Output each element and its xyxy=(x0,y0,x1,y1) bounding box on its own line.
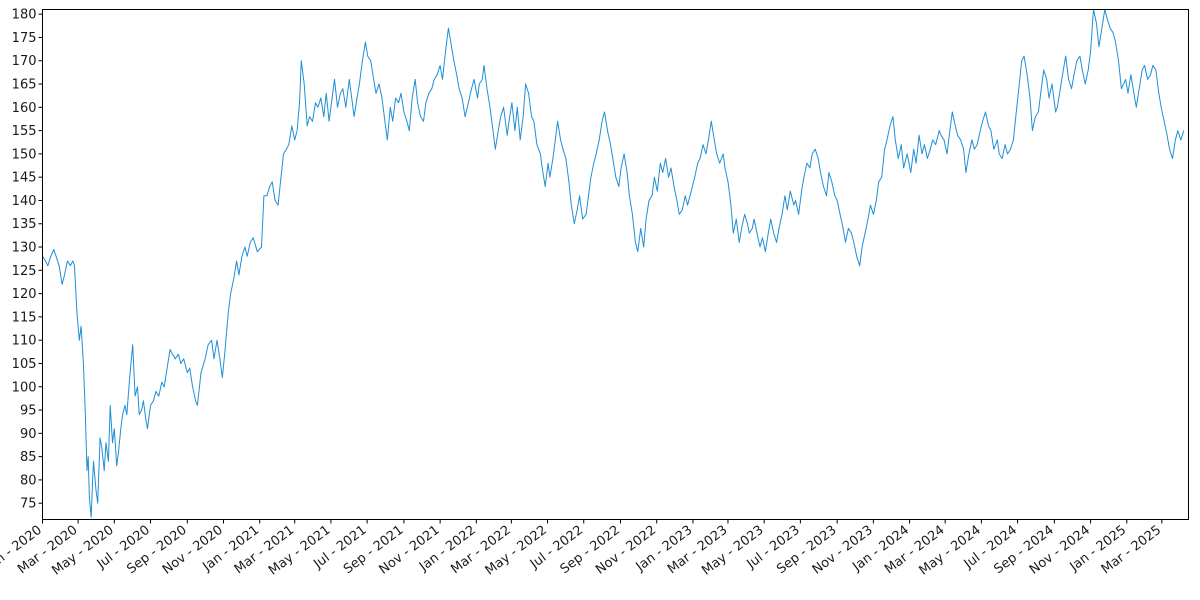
y-tick-label: 155 xyxy=(12,124,37,139)
y-tick-label: 105 xyxy=(12,357,37,372)
plot-area xyxy=(42,9,1185,518)
y-tick-label: 135 xyxy=(12,217,37,232)
axes-frame xyxy=(42,9,1189,520)
y-tick-label: 145 xyxy=(12,171,37,186)
y-tick-label: 95 xyxy=(20,404,37,419)
series-line xyxy=(42,9,1185,518)
y-tick-label: 85 xyxy=(20,450,37,465)
y-tick-label: 165 xyxy=(12,78,37,93)
y-tick-label: 110 xyxy=(12,334,37,349)
y-tick-label: 75 xyxy=(20,497,37,512)
y-tick-label: 170 xyxy=(12,54,37,69)
y-tick-label: 90 xyxy=(20,427,37,442)
y-tick-label: 180 xyxy=(12,8,37,23)
y-tick-label: 130 xyxy=(12,241,37,256)
y-axis: 75 80 85 90 95 100 105 110 115 120 125 130 135 140 145… xyxy=(12,8,43,512)
y-tick-label: 160 xyxy=(12,101,37,116)
y-tick-label: 120 xyxy=(12,287,37,302)
y-tick-label: 100 xyxy=(12,380,37,395)
y-tick-label: 175 xyxy=(12,31,37,46)
y-tick-label: 80 xyxy=(20,473,37,488)
y-tick-label: 125 xyxy=(12,264,37,279)
y-tick-label: 140 xyxy=(12,194,37,209)
y-tick-label: 150 xyxy=(12,147,37,162)
y-tick-label: 115 xyxy=(12,310,37,325)
